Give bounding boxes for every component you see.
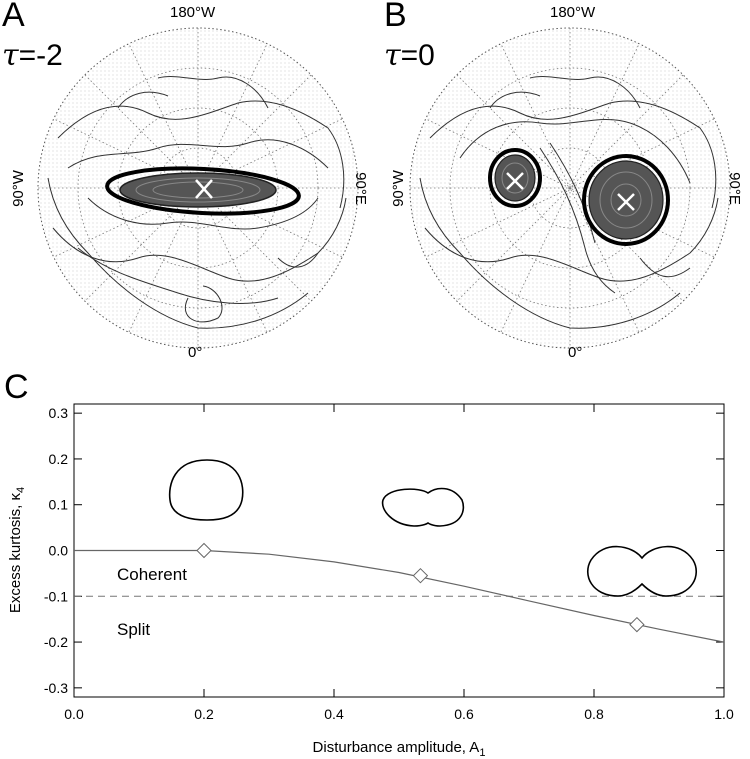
y-axis-title-main: Excess kurtosis, κ [7, 493, 24, 614]
y-tick-label: -0.1 [44, 588, 68, 604]
diamond-marker [629, 616, 645, 633]
lon-label-top: 180°W [550, 4, 596, 21]
polar-map-b [409, 27, 731, 349]
tau-value: =0 [400, 39, 435, 72]
tau-value: =-2 [18, 39, 63, 72]
x-tick-label: 0.6 [454, 706, 474, 722]
tau-symbol: τ [2, 38, 19, 73]
panel-b-tau-label: τ=0 [384, 38, 435, 73]
polar-map-a [37, 27, 359, 349]
coastlines-and-contours [419, 76, 719, 329]
annotation-coherent: Coherent [117, 565, 187, 584]
diamond-marker [196, 542, 212, 559]
markers [196, 542, 645, 633]
panel-a-letter: A [2, 0, 25, 34]
lon-label-left: 90°W [389, 170, 407, 207]
panel-c-letter: C [4, 368, 29, 406]
annotation-split: Split [117, 620, 150, 639]
kurtosis-chart: 0.3 0.2 0.1 0.0 -0.1 -0.2 -0.3 0.0 0.2 0.4 0.6 0.8… [7, 403, 734, 759]
lon-label-bottom: 0° [188, 344, 203, 361]
kurtosis-curve [74, 549, 725, 643]
x-axis-title-main: Disturbance amplitude, A [313, 739, 480, 756]
coastlines-and-contours [47, 76, 347, 329]
shape-inset-split [586, 545, 698, 597]
x-tick-label: 0.4 [324, 706, 344, 722]
x-tick-label: 1.0 [714, 706, 734, 722]
lon-label-left: 90°W [9, 170, 27, 207]
y-tick-label: -0.2 [44, 634, 68, 650]
diamond-marker [412, 567, 429, 584]
shape-inset-coherent [168, 459, 244, 521]
y-axis: 0.3 0.2 0.1 0.0 -0.1 -0.2 -0.3 [44, 405, 724, 696]
y-axis-title: Excess kurtosis, κ4 [7, 487, 27, 613]
x-tick-label: 0.0 [64, 706, 84, 722]
y-tick-label: -0.3 [44, 680, 68, 696]
x-axis-title: Disturbance amplitude, A1 [313, 739, 486, 759]
lon-label-right: 90°E [351, 172, 369, 205]
y-tick-label: 0.3 [49, 405, 69, 421]
panel-b-letter: B [384, 0, 407, 34]
shape-inset-peanut [381, 487, 465, 527]
tau-symbol: τ [384, 38, 401, 73]
vortex-large [582, 154, 670, 246]
lon-label-top: 180°W [170, 4, 216, 21]
vortex-centroid-x-small [506, 172, 524, 190]
panel-a-tau-label: τ=-2 [2, 38, 63, 73]
y-axis-title-sub: 4 [15, 487, 27, 493]
x-axis-title-sub: 1 [479, 747, 485, 759]
x-tick-label: 0.8 [584, 706, 604, 722]
vortex-centroid-x [195, 179, 213, 199]
y-tick-label: 0.1 [49, 497, 69, 513]
x-tick-label: 0.2 [194, 706, 214, 722]
lon-label-right: 90°E [725, 172, 743, 205]
lon-label-bottom: 0° [568, 344, 583, 361]
y-tick-label: 0.2 [49, 451, 69, 467]
vortex-small [488, 148, 542, 208]
x-axis: 0.0 0.2 0.4 0.6 0.8 1.0 [64, 404, 734, 722]
y-tick-label: 0.0 [49, 543, 69, 559]
vortex-centroid-x-large [617, 193, 635, 211]
